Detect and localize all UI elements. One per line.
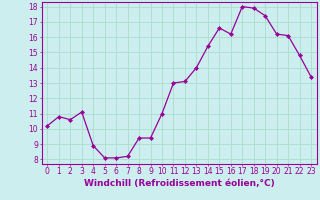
- X-axis label: Windchill (Refroidissement éolien,°C): Windchill (Refroidissement éolien,°C): [84, 179, 275, 188]
